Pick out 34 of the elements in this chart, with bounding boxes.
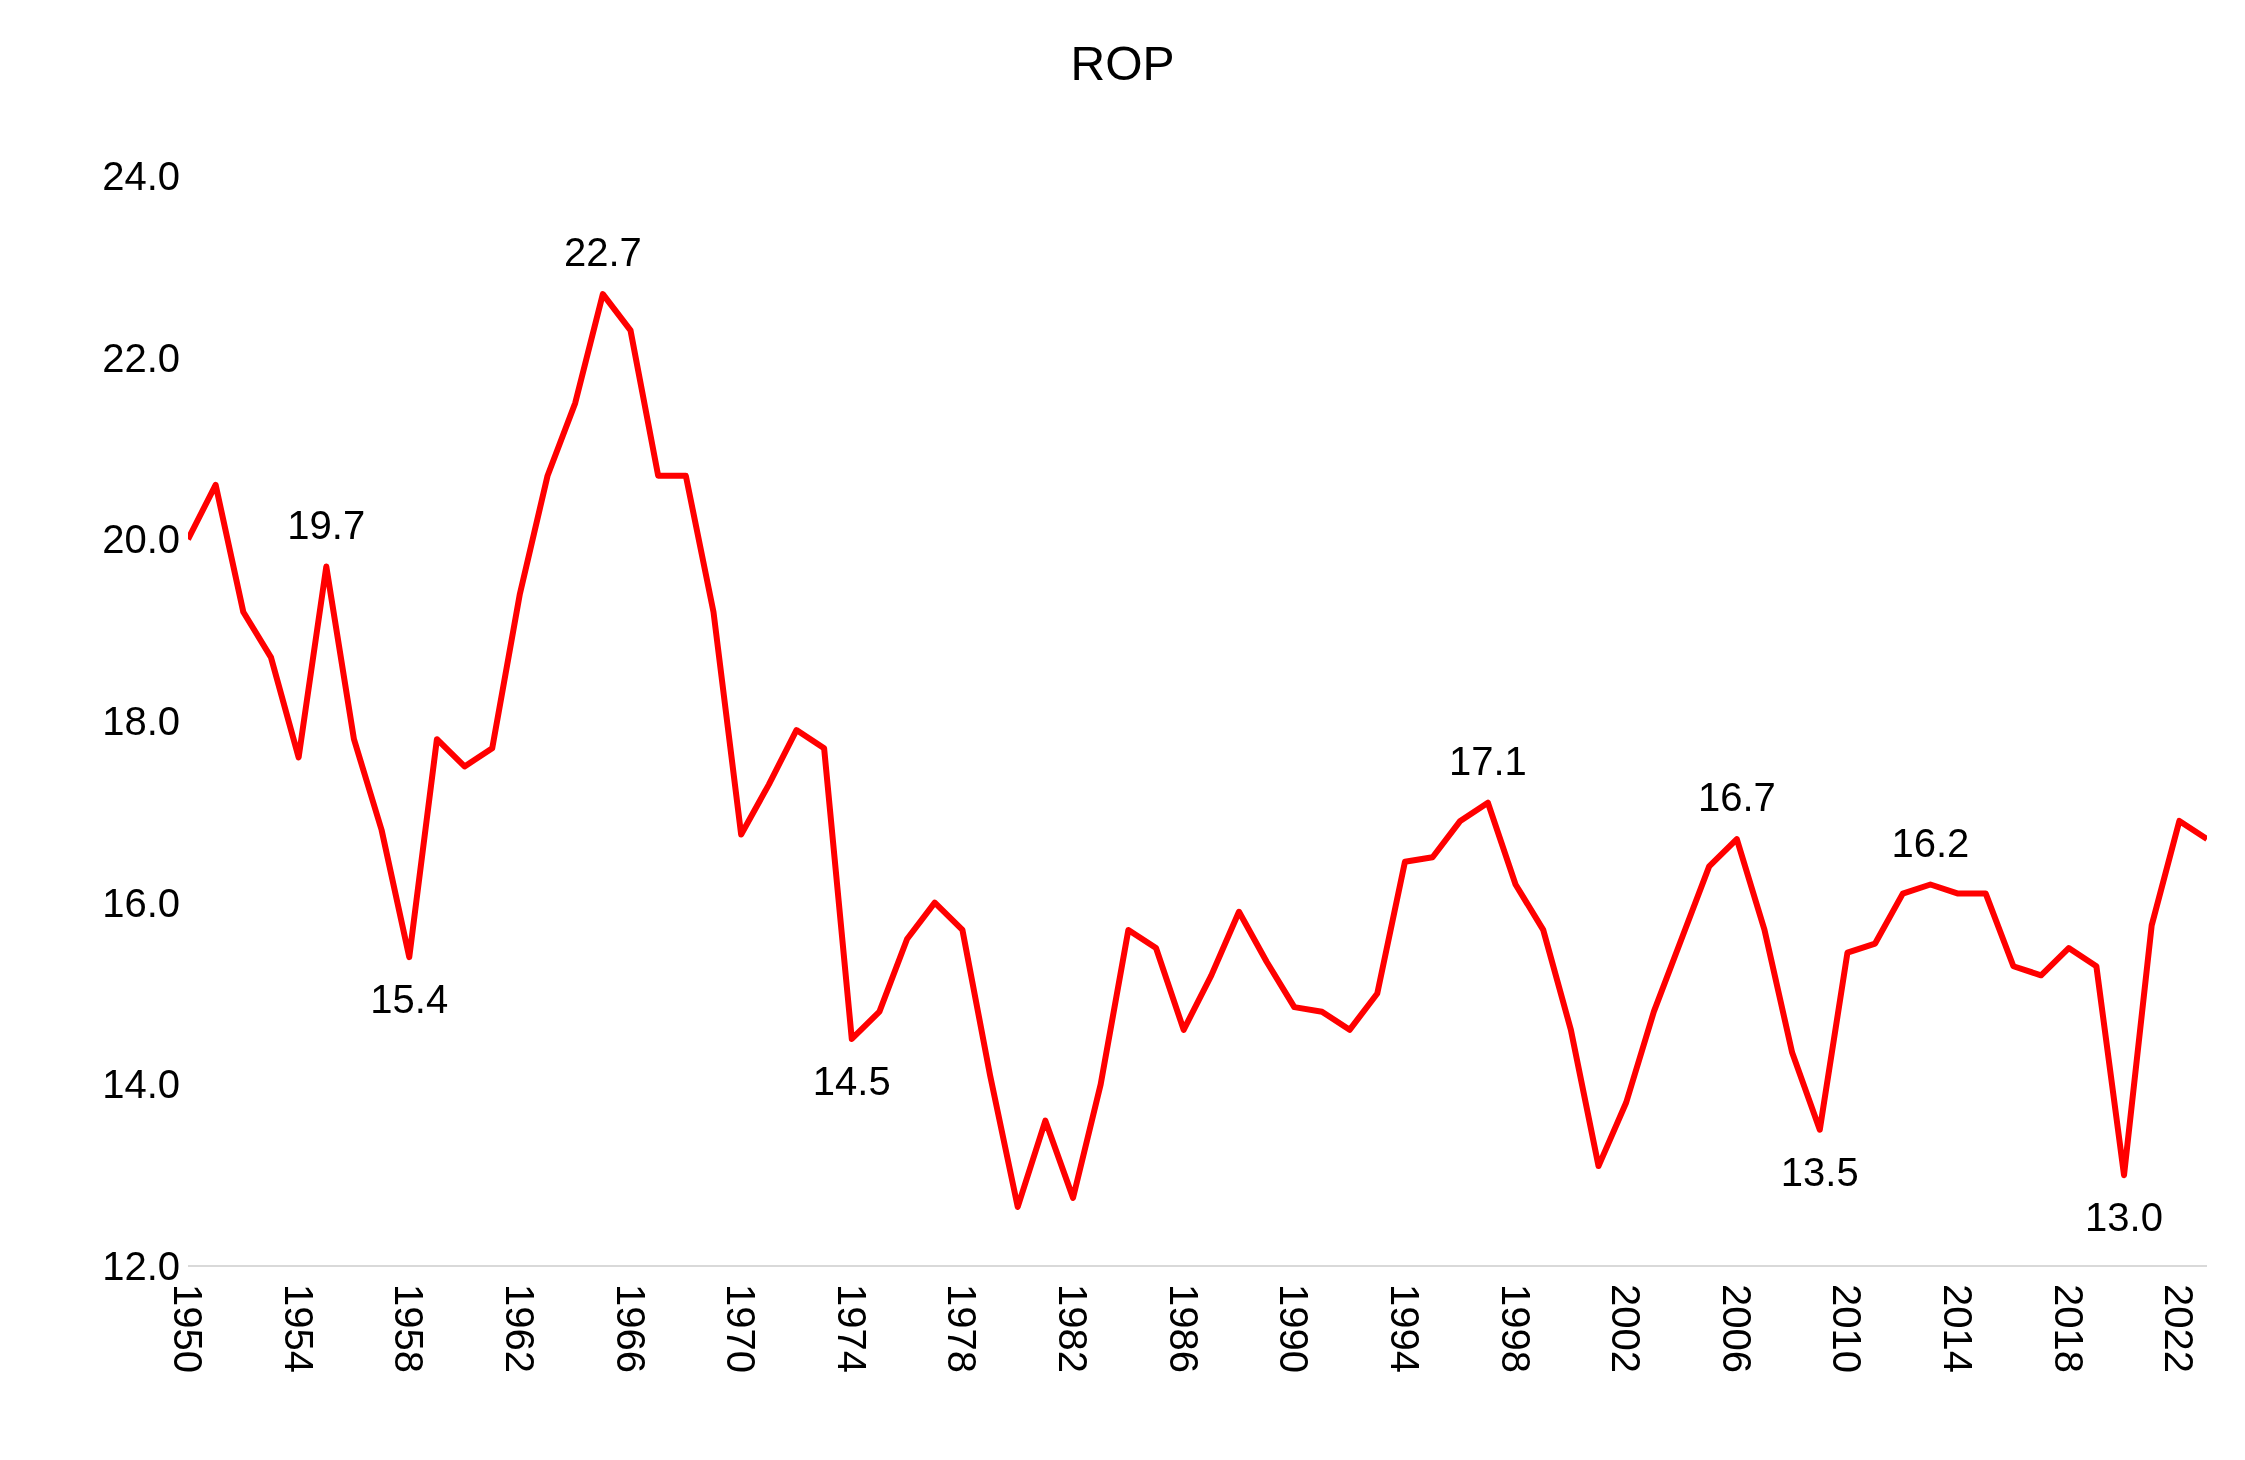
data-label: 16.2 (1891, 820, 1970, 865)
x-tick-label: 1990 (1272, 1284, 1317, 1373)
x-tick-label: 2006 (1714, 1284, 1759, 1373)
data-label: 19.7 (287, 502, 366, 547)
data-label: 13.0 (2085, 1195, 2163, 1240)
y-tick-label: 18.0 (102, 699, 180, 743)
y-tick-label: 16.0 (102, 880, 180, 925)
x-tick-label: 1982 (1051, 1284, 1096, 1373)
x-tick-label: 1986 (1161, 1284, 1206, 1373)
x-tick-label: 2018 (2046, 1284, 2091, 1373)
chart-title: ROP (1069, 36, 1176, 92)
data-label: 15.4 (370, 977, 449, 1022)
y-tick-label: 14.0 (102, 1062, 180, 1107)
data-label: 17.1 (1448, 738, 1527, 783)
x-tick-label: 1962 (497, 1284, 542, 1373)
x-tick-label: 1966 (608, 1284, 653, 1373)
x-tick-label: 2014 (1936, 1284, 1981, 1373)
x-tick-label: 2022 (2157, 1284, 2202, 1373)
x-tick-label: 2010 (1825, 1284, 1870, 1373)
x-tick-label: 1974 (829, 1284, 874, 1373)
data-label: 16.7 (1697, 775, 1776, 820)
data-label: 13.5 (1780, 1149, 1859, 1194)
data-label: 14.5 (812, 1058, 891, 1103)
x-tick-label: 1970 (719, 1284, 764, 1373)
x-tick-label: 1998 (1493, 1284, 1538, 1373)
x-tick-label: 1994 (1382, 1284, 1427, 1373)
data-label: 22.7 (563, 230, 642, 275)
x-tick-label: 1978 (940, 1284, 985, 1373)
x-tick-label: 1958 (387, 1284, 432, 1373)
x-tick-label: 1954 (276, 1284, 321, 1373)
y-tick-label: 20.0 (102, 517, 180, 562)
y-tick-label: 24.0 (102, 154, 180, 198)
y-tick-label: 22.0 (102, 335, 180, 380)
x-tick-label: 2002 (1604, 1284, 1649, 1373)
